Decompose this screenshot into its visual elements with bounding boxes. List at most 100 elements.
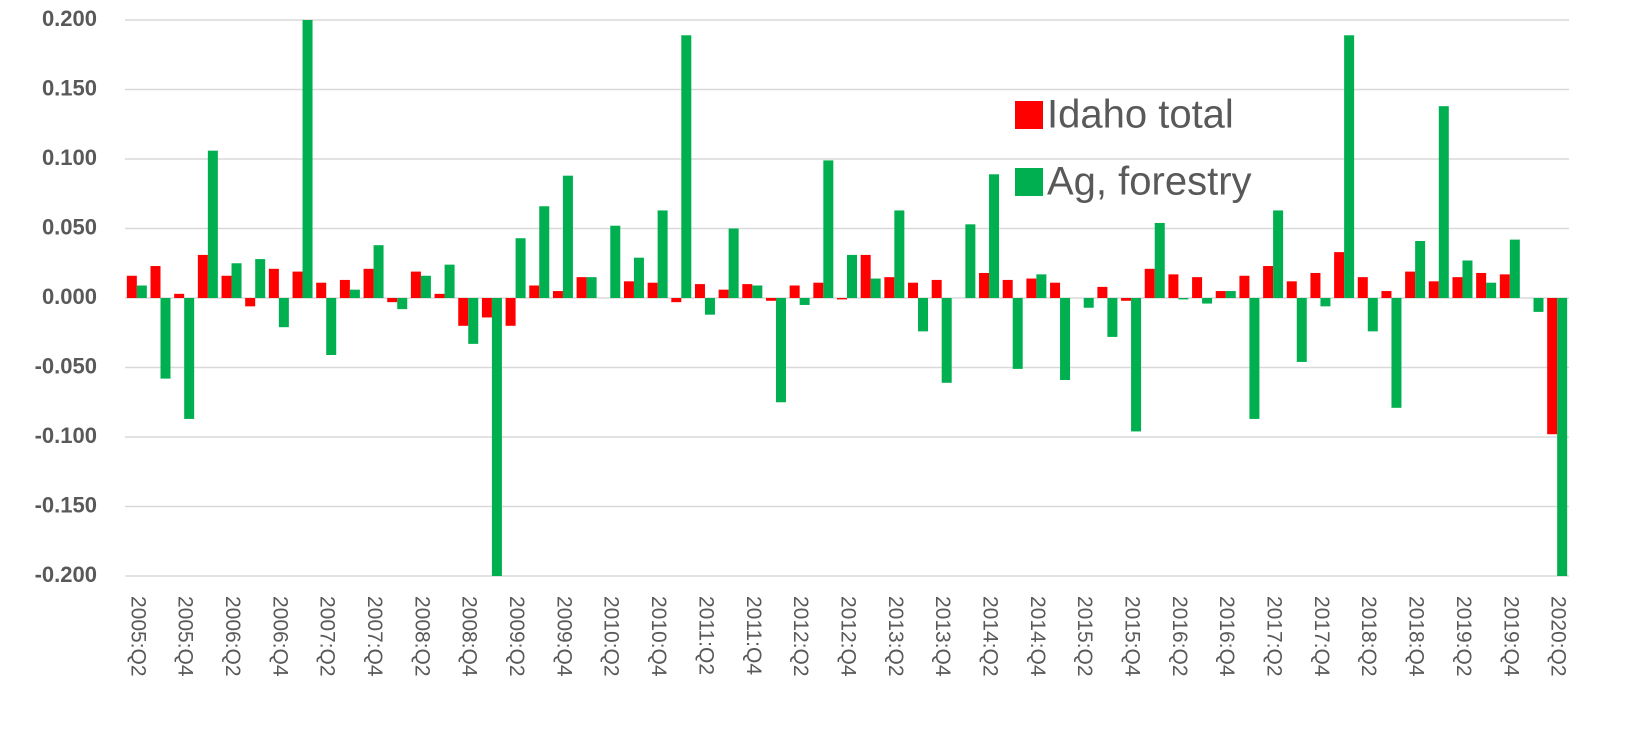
x-tick-label: 2007:Q2 bbox=[316, 596, 339, 677]
x-tick-label: 2009:Q2 bbox=[505, 596, 528, 677]
x-tick-label: 2017:Q4 bbox=[1310, 596, 1333, 677]
bar bbox=[410, 271, 421, 298]
bar bbox=[1249, 298, 1260, 419]
bar bbox=[1486, 282, 1497, 298]
bar bbox=[197, 254, 208, 298]
bar bbox=[633, 257, 644, 298]
bar bbox=[1438, 106, 1449, 299]
bar bbox=[1533, 298, 1544, 312]
bar bbox=[221, 275, 232, 298]
y-tick-label: 0.000 bbox=[42, 284, 97, 309]
bar bbox=[278, 298, 289, 328]
bar bbox=[326, 298, 337, 355]
bar bbox=[1367, 298, 1378, 332]
bar bbox=[1344, 35, 1355, 298]
x-tick-label: 2016:Q4 bbox=[1215, 596, 1238, 677]
bar bbox=[539, 206, 550, 298]
y-tick-label: -0.050 bbox=[35, 353, 97, 378]
bar bbox=[1239, 275, 1250, 298]
bar bbox=[1381, 291, 1392, 298]
y-tick-label: 0.150 bbox=[42, 75, 97, 100]
bar bbox=[1415, 241, 1426, 298]
bar bbox=[552, 291, 563, 298]
bar bbox=[1050, 282, 1061, 298]
x-tick-label: 2008:Q2 bbox=[410, 596, 433, 677]
bar bbox=[136, 285, 147, 298]
bar bbox=[1296, 298, 1307, 362]
bar bbox=[694, 284, 705, 298]
bar bbox=[989, 174, 1000, 298]
bar bbox=[373, 245, 384, 298]
x-tick-label: 2013:Q4 bbox=[931, 596, 954, 677]
bar bbox=[894, 210, 905, 298]
bar bbox=[491, 298, 502, 576]
x-tick-label: 2011:Q4 bbox=[742, 596, 765, 675]
bar bbox=[941, 298, 952, 383]
y-tick-label: 0.200 bbox=[42, 6, 97, 31]
bar bbox=[316, 282, 327, 298]
bar bbox=[1476, 272, 1487, 298]
bar bbox=[1452, 277, 1463, 298]
x-tick-label: 2019:Q4 bbox=[1499, 596, 1522, 677]
bar bbox=[576, 277, 587, 298]
bar bbox=[728, 228, 739, 298]
bar bbox=[837, 298, 847, 300]
bar bbox=[1334, 252, 1345, 298]
x-tick-label: 2020:Q2 bbox=[1547, 596, 1570, 677]
bar bbox=[647, 282, 658, 298]
bar bbox=[126, 275, 137, 298]
bar bbox=[1060, 298, 1071, 381]
bar bbox=[1002, 279, 1013, 298]
bar bbox=[207, 150, 218, 298]
y-tick-label: -0.150 bbox=[35, 492, 97, 517]
bar bbox=[150, 266, 161, 298]
y-tick-label: -0.100 bbox=[35, 423, 97, 448]
x-tick-label: 2005:Q4 bbox=[174, 596, 197, 677]
bar bbox=[268, 268, 279, 298]
x-tick-label: 2010:Q2 bbox=[600, 596, 623, 677]
bar bbox=[363, 268, 374, 298]
bar bbox=[742, 284, 753, 298]
bar bbox=[434, 293, 445, 298]
x-tick-label: 2008:Q4 bbox=[458, 596, 481, 677]
x-tick-label: 2006:Q2 bbox=[221, 596, 244, 677]
x-tick-label: 2012:Q4 bbox=[836, 596, 859, 677]
x-tick-label: 2016:Q2 bbox=[1168, 596, 1191, 677]
bar bbox=[1192, 277, 1203, 298]
bar bbox=[1509, 239, 1520, 298]
bar bbox=[562, 175, 573, 298]
bar bbox=[1097, 286, 1108, 298]
bar bbox=[884, 277, 895, 298]
bar bbox=[799, 298, 810, 305]
x-tick-label: 2010:Q4 bbox=[647, 596, 670, 677]
bar bbox=[1107, 298, 1118, 337]
bar bbox=[1547, 298, 1558, 435]
bar bbox=[160, 298, 171, 379]
bar bbox=[1263, 266, 1274, 298]
bar bbox=[1273, 210, 1284, 298]
legend-swatch bbox=[1015, 168, 1043, 196]
bar bbox=[387, 298, 398, 303]
bar bbox=[870, 278, 881, 298]
bar bbox=[813, 282, 824, 298]
bar bbox=[1428, 281, 1439, 298]
bar bbox=[255, 259, 266, 298]
x-tick-label: 2009:Q4 bbox=[552, 596, 575, 677]
bar bbox=[623, 281, 634, 298]
x-tick-label: 2019:Q2 bbox=[1452, 596, 1475, 677]
legend-swatch bbox=[1015, 101, 1043, 129]
bar bbox=[704, 298, 715, 315]
legend-label: Idaho total bbox=[1047, 93, 1234, 137]
y-tick-label: -0.200 bbox=[35, 562, 97, 587]
bar bbox=[610, 225, 621, 298]
bar bbox=[1405, 271, 1416, 298]
x-tick-label: 2018:Q4 bbox=[1405, 596, 1428, 677]
bar bbox=[397, 298, 408, 310]
bar bbox=[1320, 298, 1331, 307]
x-tick-label: 2015:Q4 bbox=[1121, 596, 1144, 677]
bar bbox=[420, 275, 431, 298]
bar bbox=[1178, 298, 1189, 300]
x-tick-label: 2013:Q2 bbox=[884, 596, 907, 677]
bar bbox=[339, 279, 350, 298]
bar bbox=[1168, 274, 1179, 298]
